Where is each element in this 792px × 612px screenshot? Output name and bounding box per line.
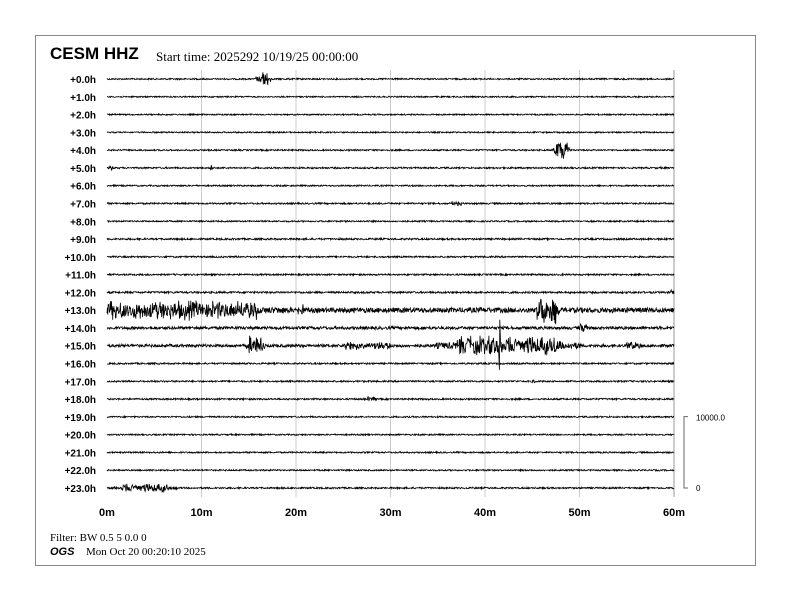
trace-row	[106, 323, 675, 333]
trace-row	[106, 298, 675, 325]
trace-row	[106, 361, 675, 366]
trace-row	[106, 414, 675, 419]
row-label: +20.0h	[65, 431, 96, 442]
trace-row	[106, 468, 675, 473]
row-label: +14.0h	[65, 324, 96, 335]
row-label: +2.0h	[70, 111, 96, 122]
trace-row	[106, 165, 675, 172]
trace-row	[106, 254, 675, 260]
trace-row	[106, 379, 675, 384]
row-label: +3.0h	[70, 128, 96, 139]
trace-row	[106, 72, 675, 86]
station-title: CESM HHZ	[50, 44, 139, 63]
x-tick-label: 20m	[285, 507, 307, 519]
row-label: +4.0h	[70, 146, 96, 157]
row-label: +5.0h	[70, 164, 96, 175]
scale-bar	[683, 416, 688, 489]
agency-label: OGS	[50, 546, 75, 558]
trace-row	[106, 288, 675, 295]
generated-time: Mon Oct 20 00:20:10 2025	[86, 546, 206, 558]
row-label: +6.0h	[70, 182, 96, 193]
trace-row	[106, 142, 675, 159]
row-label: +19.0h	[65, 413, 96, 424]
row-label: +10.0h	[65, 253, 96, 264]
trace-row	[106, 272, 675, 277]
row-label: +11.0h	[65, 271, 96, 282]
trace-row	[106, 112, 675, 117]
start-time: Start time: 2025292 10/19/25 00:00:00	[156, 49, 359, 64]
row-label: +7.0h	[70, 199, 96, 210]
row-label: +9.0h	[70, 235, 96, 246]
trace-row	[106, 94, 675, 99]
row-label: +1.0h	[70, 93, 96, 104]
trace-row	[106, 395, 675, 402]
row-label: +13.0h	[65, 306, 96, 317]
trace-row	[106, 200, 675, 207]
row-label: +16.0h	[65, 360, 96, 371]
scale-bottom-label: 0	[696, 484, 701, 493]
row-label: +21.0h	[65, 448, 96, 459]
row-label: +18.0h	[65, 395, 96, 406]
filter-label: Filter: BW 0.5 5 0.0 0	[50, 532, 147, 544]
row-label: +22.0h	[65, 466, 96, 477]
plot-frame	[35, 35, 756, 566]
trace-row	[106, 450, 675, 455]
row-label: +17.0h	[65, 377, 96, 388]
trace-row	[106, 319, 675, 370]
row-label: +8.0h	[70, 217, 96, 228]
row-label: +0.0h	[70, 75, 96, 86]
row-label: +12.0h	[65, 288, 96, 299]
row-label: +15.0h	[65, 342, 96, 353]
row-label: +23.0h	[65, 484, 96, 495]
trace-row	[106, 432, 675, 437]
trace-row	[106, 236, 675, 242]
x-tick-label: 50m	[568, 507, 590, 519]
x-tick-label: 30m	[379, 507, 401, 519]
trace-row	[106, 219, 675, 224]
x-tick-label: 40m	[474, 507, 496, 519]
x-tick-label: 10m	[190, 507, 212, 519]
x-tick-label: 60m	[663, 507, 685, 519]
x-tick-label: 0m	[99, 507, 115, 519]
trace-row	[106, 130, 675, 135]
trace-row	[106, 183, 675, 188]
scale-top-label: 10000.0	[696, 414, 725, 423]
trace-row	[106, 483, 675, 493]
